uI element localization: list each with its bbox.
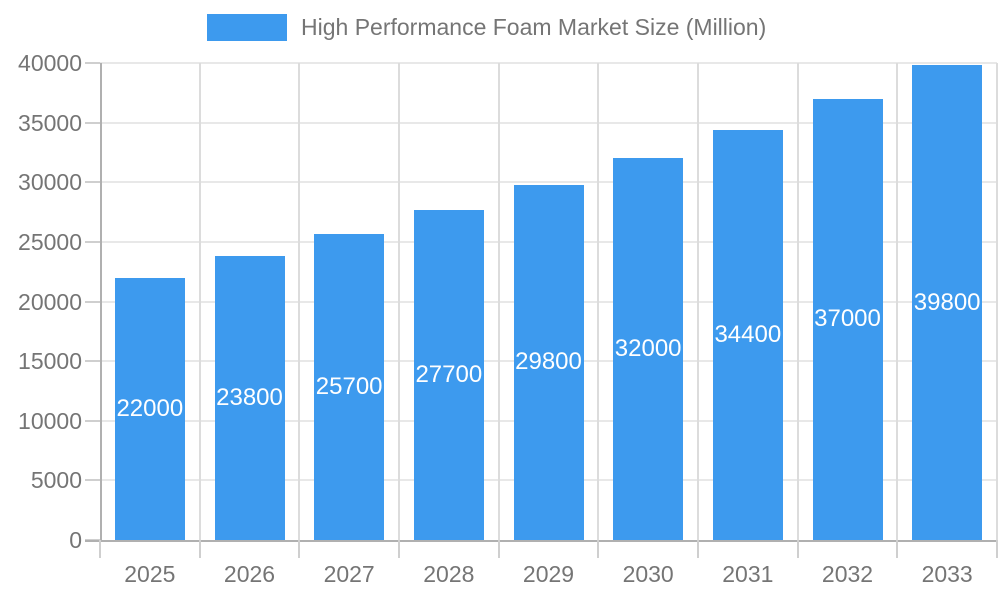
chart-legend[interactable]: High Performance Foam Market Size (Milli… [207, 14, 766, 41]
y-tick-label: 40000 [18, 50, 82, 76]
y-tick-label: 25000 [18, 228, 82, 255]
bar-value-label: 27700 [415, 360, 483, 388]
x-tick-label: 2033 [921, 561, 973, 587]
gridline-vertical [298, 63, 301, 540]
x-axis-tick [298, 540, 301, 558]
gridline-horizontal [100, 181, 997, 184]
x-tick-label: 2032 [821, 561, 874, 587]
y-tick-label: 30000 [18, 169, 82, 196]
x-tick-label: 2031 [722, 561, 774, 587]
y-axis-tick [85, 479, 100, 482]
x-axis-tick [99, 540, 101, 558]
bar-2033[interactable]: 39800 [912, 65, 983, 540]
gridline-vertical [497, 63, 500, 540]
x-axis-tick [198, 540, 201, 558]
chart-title: High Performance Foam Market Size (Milli… [301, 14, 767, 40]
gridline-vertical [697, 63, 699, 540]
y-axis-tick [85, 300, 100, 303]
gridline-horizontal [100, 62, 997, 64]
y-tick-label: 5000 [30, 467, 82, 494]
x-axis-tick [796, 540, 799, 558]
bar-2028[interactable]: 27700 [413, 209, 484, 540]
bar-2032[interactable]: 37000 [812, 98, 883, 540]
bar-2025[interactable]: 22000 [114, 277, 185, 540]
bar-value-label: 39800 [913, 288, 981, 316]
gridline-vertical [896, 63, 899, 540]
gridline-vertical [198, 63, 201, 540]
gridline-vertical [398, 63, 400, 540]
bar-value-label: 25700 [315, 372, 383, 400]
bar-value-label: 34400 [714, 320, 782, 348]
y-tick-label: 15000 [18, 348, 82, 375]
x-tick-label: 2025 [124, 561, 176, 587]
y-tick-label: 20000 [18, 288, 82, 315]
x-tick-label: 2028 [423, 561, 475, 587]
x-axis-tick [896, 540, 899, 558]
y-axis-line [100, 63, 102, 540]
bar-value-label: 29800 [515, 348, 582, 376]
x-axis-tick [697, 540, 699, 558]
x-tick-label: 2029 [522, 561, 575, 587]
bar-value-label: 37000 [814, 305, 881, 333]
bar-2026[interactable]: 23800 [214, 256, 285, 540]
legend-marker-icon [207, 14, 287, 41]
bar-2031[interactable]: 34400 [712, 129, 783, 540]
y-axis-tick [85, 121, 100, 124]
x-tick-label: 2026 [223, 561, 276, 587]
gridline-vertical [597, 63, 600, 540]
bar-value-label: 22000 [116, 394, 184, 422]
gridline-horizontal [100, 121, 997, 124]
x-axis-line [85, 540, 997, 542]
bar-value-label: 32000 [614, 335, 682, 363]
bar-2029[interactable]: 29800 [513, 184, 584, 540]
y-axis-tick [85, 419, 100, 422]
y-axis-tick [85, 62, 100, 64]
x-axis-tick [996, 540, 998, 558]
bar-2027[interactable]: 25700 [314, 233, 385, 540]
bar-value-label: 23800 [216, 384, 283, 412]
x-axis-tick [398, 540, 400, 558]
y-tick-label: 35000 [18, 109, 82, 136]
y-axis-tick [85, 360, 100, 363]
bar-2030[interactable]: 32000 [613, 158, 684, 540]
x-axis-tick [497, 540, 500, 558]
gridline-vertical [796, 63, 799, 540]
y-axis-tick [85, 181, 100, 184]
x-axis-tick [597, 540, 600, 558]
x-tick-label: 2030 [622, 561, 674, 587]
y-tick-label: 10000 [18, 407, 82, 434]
x-tick-label: 2027 [323, 561, 375, 587]
y-axis-tick [85, 240, 100, 243]
y-tick-label: 0 [69, 527, 82, 553]
gridline-vertical [996, 63, 998, 540]
